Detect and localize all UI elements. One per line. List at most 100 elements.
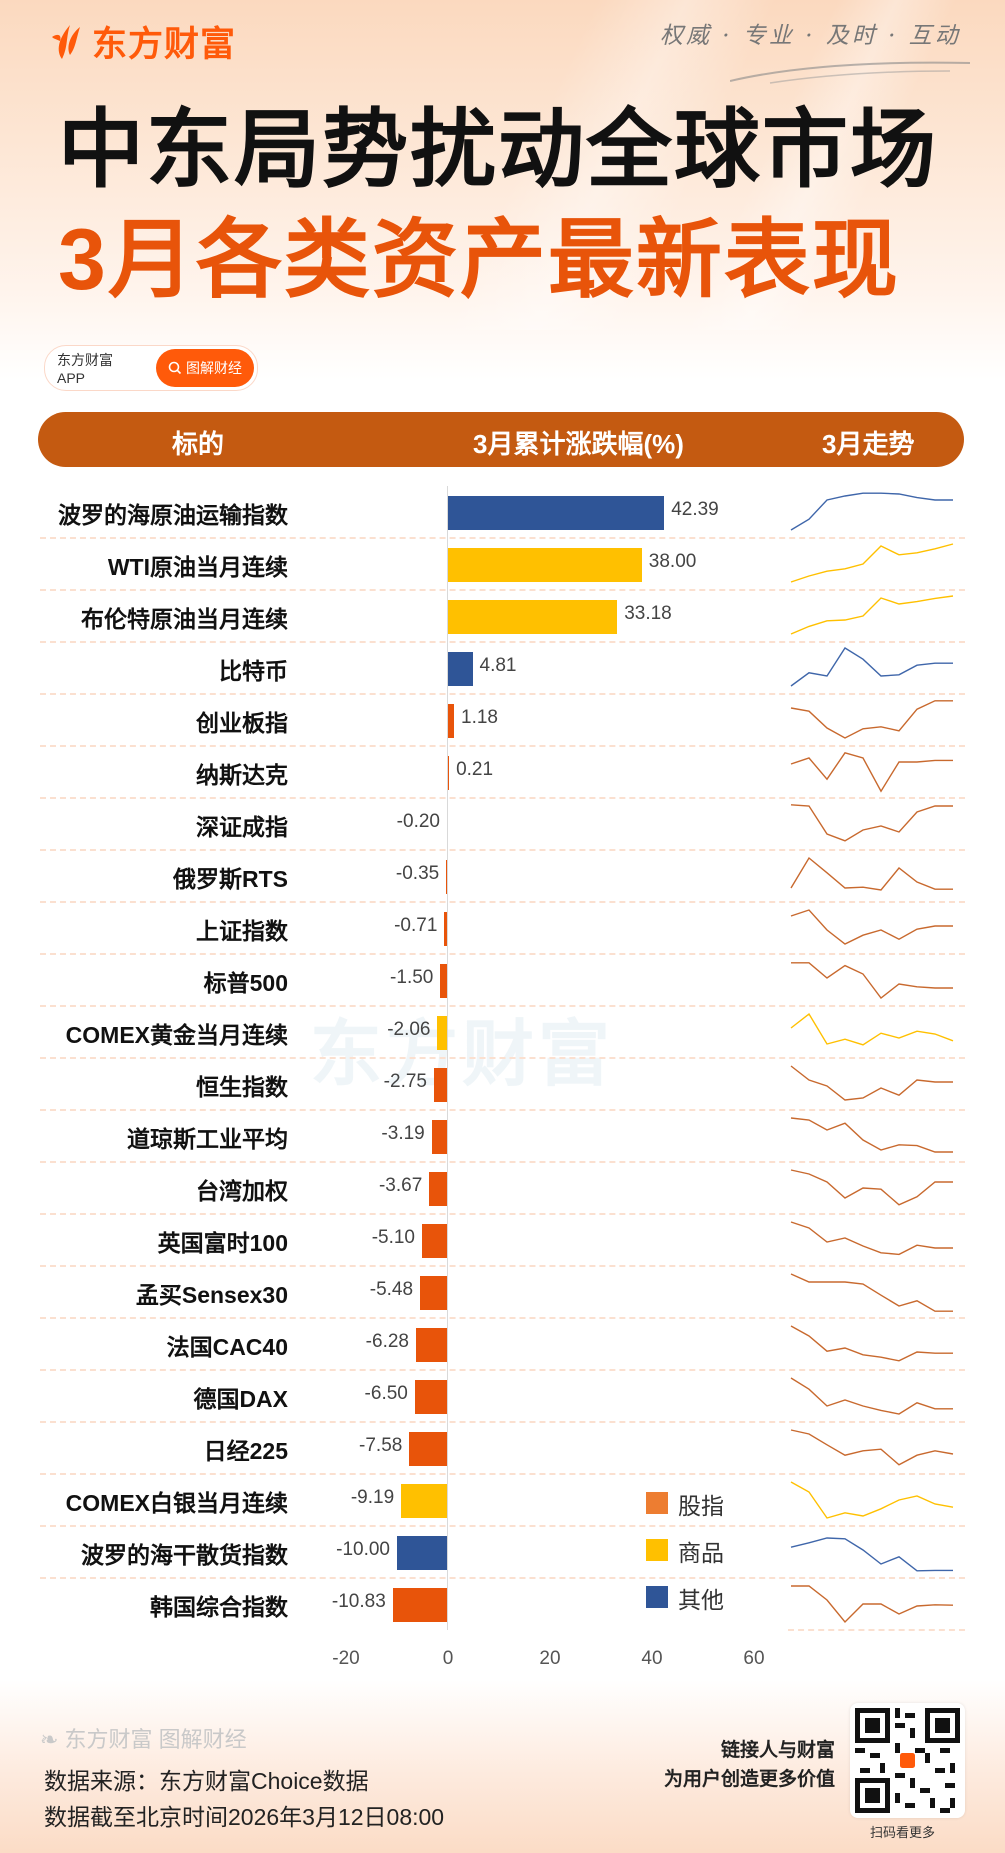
asset-label: 比特币 <box>219 658 288 684</box>
value-label: -3.19 <box>381 1123 425 1144</box>
header-col-asset: 标的 <box>172 429 225 459</box>
asset-label: 布伦特原油当月连续 <box>81 606 288 632</box>
brand-name: 东方财富 <box>92 24 237 64</box>
asset-label: 道琼斯工业平均 <box>127 1126 288 1152</box>
value-bar <box>448 548 642 582</box>
brand-logo: 东方财富 <box>48 20 236 64</box>
value-label: 38.00 <box>648 551 697 572</box>
row-divider <box>40 1421 965 1423</box>
table-row: 创业板指 1.18 <box>0 694 1005 747</box>
table-row: 波罗的海原油运输指数 42.39 <box>0 486 1005 539</box>
row-divider <box>40 589 965 591</box>
sparkline <box>791 1585 954 1624</box>
asset-label: 韩国综合指数 <box>150 1594 288 1620</box>
table-row: 孟买Sensex30 -5.48 <box>0 1266 1005 1319</box>
value-label: -6.28 <box>365 1331 409 1352</box>
header-col-change: 3月累计涨跌幅(%) <box>473 429 684 459</box>
asset-label: 俄罗斯RTS <box>173 866 288 892</box>
sparkline <box>790 700 953 739</box>
asset-label: COMEX黄金当月连续 <box>65 1022 288 1048</box>
sparkline <box>790 1117 953 1153</box>
row-divider <box>788 1629 965 1631</box>
value-label: -2.75 <box>383 1071 427 1092</box>
value-bar <box>448 600 618 634</box>
asset-label: 孟买Sensex30 <box>135 1282 288 1308</box>
sparkline <box>790 804 953 842</box>
row-divider <box>40 1265 965 1267</box>
sparkline <box>790 1377 953 1415</box>
axis-tick: 20 <box>539 1648 561 1669</box>
legend-swatch <box>646 1492 668 1514</box>
swoosh-decoration <box>730 61 971 84</box>
row-divider <box>40 537 965 539</box>
table-row: COMEX黄金当月连续 -2.06 <box>0 1006 1005 1059</box>
row-divider <box>40 1525 965 1527</box>
table-row: 深证成指 -0.20 <box>0 798 1005 851</box>
sparkline <box>790 856 953 891</box>
value-bar <box>433 1068 448 1102</box>
value-bar <box>448 756 450 790</box>
asset-label: 英国富时100 <box>157 1230 288 1256</box>
value-bar <box>431 1120 448 1154</box>
value-label: -10.00 <box>336 1539 390 1560</box>
row-divider <box>40 1109 965 1111</box>
sparkline <box>790 1169 953 1206</box>
table-row: 德国DAX -6.50 <box>0 1370 1005 1423</box>
table-row: WTI原油当月连续 38.00 <box>0 538 1005 591</box>
sparkline <box>790 1325 953 1362</box>
row-divider <box>40 953 965 955</box>
value-bar <box>440 964 448 998</box>
asset-label: COMEX白银当月连续 <box>65 1490 288 1516</box>
asset-label: 创业板指 <box>196 710 288 736</box>
table-header: 标的 3月累计涨跌幅(%) 3月走势 <box>38 412 964 467</box>
app-search-pill[interactable]: 东方财富APP 图解财经 <box>44 345 258 391</box>
value-label: -0.35 <box>395 863 440 884</box>
page-subtitle: 3月各类资产最新表现 <box>58 212 900 308</box>
asset-label: 纳斯达克 <box>196 762 288 788</box>
table-row: 俄罗斯RTS -0.35 <box>0 850 1005 903</box>
row-divider <box>40 1005 965 1007</box>
asset-label: 标普500 <box>203 970 288 996</box>
row-divider <box>40 1317 965 1319</box>
row-divider <box>40 1161 965 1163</box>
row-divider <box>40 1369 965 1371</box>
asset-label: WTI原油当月连续 <box>107 554 288 580</box>
row-divider <box>40 745 965 747</box>
qr-code[interactable] <box>850 1703 965 1818</box>
value-bar <box>415 1328 448 1362</box>
sparkline <box>790 909 953 945</box>
value-label: 0.21 <box>456 759 494 780</box>
value-label: 33.18 <box>624 603 672 624</box>
axis-tick: 0 <box>442 1648 454 1669</box>
search-icon <box>168 361 182 375</box>
value-label: -10.83 <box>331 1591 386 1612</box>
table-row: 上证指数 -0.71 <box>0 902 1005 955</box>
row-divider <box>40 1213 965 1215</box>
legend-swatch <box>646 1586 668 1608</box>
axis-tick: 60 <box>743 1648 765 1669</box>
value-label: -5.10 <box>371 1227 415 1248</box>
value-bar <box>437 1016 448 1050</box>
legend-label: 其他 <box>678 1587 724 1613</box>
value-bar <box>448 496 665 530</box>
data-source: 数据来源：东方财富Choice数据 <box>44 1768 369 1794</box>
sparkline <box>790 492 953 531</box>
value-bar <box>414 1380 448 1414</box>
value-label: 42.39 <box>671 499 719 520</box>
legend-swatch <box>646 1539 668 1561</box>
value-label: -3.67 <box>378 1175 423 1196</box>
sparkline <box>790 1012 954 1046</box>
value-bar <box>397 1536 448 1570</box>
axis-tick: -20 <box>332 1648 360 1669</box>
value-label: -1.50 <box>390 967 434 988</box>
table-row: COMEX白银当月连续 -9.19 <box>0 1474 1005 1527</box>
row-divider <box>40 1057 965 1059</box>
asset-label: 波罗的海原油运输指数 <box>58 502 288 528</box>
search-button[interactable]: 图解财经 <box>156 349 254 387</box>
footer-logo: ❧ 东方财富 图解财经 <box>40 1722 247 1754</box>
slogan-line2: 为用户创造更多价值 <box>663 1769 835 1790</box>
asset-label: 深证成指 <box>196 814 288 840</box>
axis-tick: 40 <box>641 1648 663 1669</box>
table-row: 法国CAC40 -6.28 <box>0 1318 1005 1371</box>
value-label: -7.58 <box>359 1435 403 1456</box>
